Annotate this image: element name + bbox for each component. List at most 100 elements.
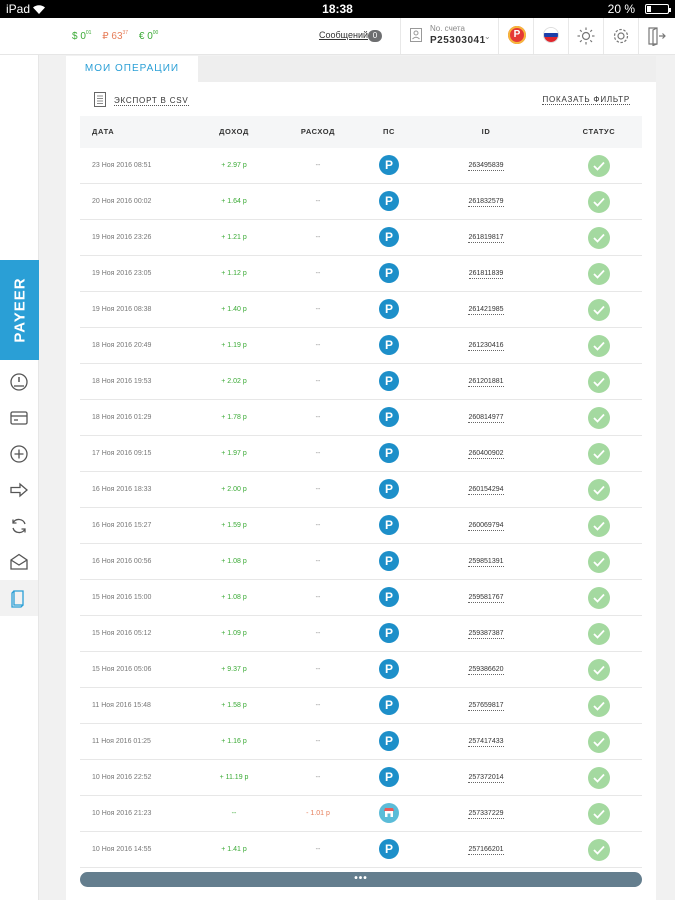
table-row[interactable]: 16 Ноя 2016 15:27 + 1.59 р -- P 260069794 [80, 508, 642, 544]
balance-rub[interactable]: ₽ 6337 [102, 30, 129, 42]
load-more-button[interactable]: ••• [80, 872, 642, 887]
transfer-icon[interactable] [0, 472, 38, 508]
operation-id-link[interactable]: 260400902 [452, 436, 520, 471]
operation-income: + 2.00 р [221, 486, 247, 493]
header-divider [568, 18, 569, 54]
operation-id-link[interactable]: 261201881 [452, 364, 520, 399]
operation-id-link[interactable]: 260154294 [452, 472, 520, 507]
status-success-icon [588, 335, 610, 357]
table-row[interactable]: 11 Ноя 2016 15:48 + 1.58 р -- P 257659817 [80, 688, 642, 724]
operation-id[interactable]: 257372014 [468, 774, 504, 783]
table-row[interactable]: 10 Ноя 2016 22:52 + 11.19 р -- P 257372014 [80, 760, 642, 796]
operation-date: 10 Ноя 2016 14:55 [92, 846, 152, 853]
balance-eur[interactable]: € 000 [138, 30, 159, 42]
operation-id[interactable]: 260814977 [468, 414, 504, 423]
export-csv-label[interactable]: ЭКСПОРТ В CSV [114, 96, 189, 106]
operation-id[interactable]: 261819817 [468, 234, 504, 243]
payeer-coin-icon[interactable]: P [508, 26, 526, 44]
table-row[interactable]: 19 Ноя 2016 23:05 + 1.12 р -- P 261811839 [80, 256, 642, 292]
status-success-icon [588, 407, 610, 429]
status-success-icon [588, 803, 610, 825]
table-row[interactable]: 18 Ноя 2016 19:53 + 2.02 р -- P 261201881 [80, 364, 642, 400]
operation-id-link[interactable]: 259386620 [452, 652, 520, 687]
chevron-down-icon[interactable]: ⌄ [484, 32, 491, 41]
operation-id-link[interactable]: 257372014 [452, 760, 520, 795]
operation-id-link[interactable]: 257337229 [452, 796, 520, 831]
operation-id[interactable]: 261811839 [468, 270, 504, 279]
table-row[interactable]: 16 Ноя 2016 18:33 + 2.00 р -- P 260154294 [80, 472, 642, 508]
operation-id-link[interactable]: 261819817 [452, 220, 520, 255]
operation-id-link[interactable]: 257417433 [452, 724, 520, 759]
table-row[interactable]: 18 Ноя 2016 01:29 + 1.78 р -- P 260814977 [80, 400, 642, 436]
balance-usd[interactable]: $ 001 [72, 30, 92, 42]
operation-id[interactable]: 261201881 [468, 378, 504, 387]
operation-id[interactable]: 261832579 [468, 198, 504, 207]
operation-id[interactable]: 261230416 [468, 342, 504, 351]
mail-icon[interactable] [0, 544, 38, 580]
exchange-icon[interactable] [0, 508, 38, 544]
operation-id[interactable]: 259851391 [468, 558, 504, 567]
balances[interactable]: $ 001 ₽ 6337 € 000 [72, 30, 166, 42]
brightness-icon[interactable] [576, 26, 596, 46]
operation-id-link[interactable]: 261811839 [452, 256, 520, 291]
table-body: 23 Ноя 2016 08:51 + 2.97 р -- P 263495839 20 … [80, 148, 642, 868]
operation-date: 17 Ноя 2016 09:15 [92, 450, 152, 457]
operation-income: + 1.97 р [221, 450, 247, 457]
dashboard-icon[interactable] [0, 364, 38, 400]
payeer-logo[interactable]: PAYEER [0, 260, 39, 360]
operation-expense: -- [315, 378, 321, 385]
operation-date: 18 Ноя 2016 20:49 [92, 342, 152, 349]
show-filter-link[interactable]: ПОКАЗАТЬ ФИЛЬТР [542, 95, 630, 105]
header-divider [603, 18, 604, 54]
table-row[interactable]: 16 Ноя 2016 00:56 + 1.08 р -- P 259851391 [80, 544, 642, 580]
history-icon[interactable] [0, 580, 38, 616]
operation-income: + 1.21 р [221, 234, 247, 241]
operation-id-link[interactable]: 260069794 [452, 508, 520, 543]
table-row[interactable]: 15 Ноя 2016 05:06 + 9.37 р -- P 259386620 [80, 652, 642, 688]
operation-id-link[interactable]: 259581767 [452, 580, 520, 615]
operation-id[interactable]: 260069794 [468, 522, 504, 531]
table-row[interactable]: 10 Ноя 2016 21:23 -- - 1.01 р 257337229 [80, 796, 642, 832]
table-row[interactable]: 23 Ноя 2016 08:51 + 2.97 р -- P 263495839 [80, 148, 642, 184]
account-number[interactable]: P25303041 [430, 35, 486, 46]
language-flag-icon[interactable] [543, 27, 559, 43]
table-row[interactable]: 17 Ноя 2016 09:15 + 1.97 р -- P 260400902 [80, 436, 642, 472]
operation-expense: -- [315, 270, 321, 277]
operation-id[interactable]: 257659817 [468, 702, 504, 711]
operation-id[interactable]: 257417433 [468, 738, 504, 747]
logout-icon[interactable] [646, 26, 666, 46]
payeer-ps-icon: P [379, 587, 399, 607]
operation-id-link[interactable]: 259851391 [452, 544, 520, 579]
operation-id[interactable]: 257166201 [468, 846, 504, 855]
add-funds-icon[interactable] [0, 436, 38, 472]
operation-id-link[interactable]: 260814977 [452, 400, 520, 435]
operation-id-link[interactable]: 261421985 [452, 292, 520, 327]
operation-id-link[interactable]: 257659817 [452, 688, 520, 723]
operation-id-link[interactable]: 263495839 [452, 148, 520, 183]
table-row[interactable]: 19 Ноя 2016 23:26 + 1.21 р -- P 261819817 [80, 220, 642, 256]
operation-id[interactable]: 259386620 [468, 666, 504, 675]
operation-id[interactable]: 260400902 [468, 450, 504, 459]
table-row[interactable]: 15 Ноя 2016 15:00 + 1.08 р -- P 259581767 [80, 580, 642, 616]
tab-my-operations[interactable]: МОИ ОПЕРАЦИИ [66, 56, 198, 82]
operation-id[interactable]: 259581767 [468, 594, 504, 603]
table-row[interactable]: 15 Ноя 2016 05:12 + 1.09 р -- P 259387387 [80, 616, 642, 652]
operation-id-link[interactable]: 261832579 [452, 184, 520, 219]
table-row[interactable]: 18 Ноя 2016 20:49 + 1.19 р -- P 261230416 [80, 328, 642, 364]
operation-id[interactable]: 257337229 [468, 810, 504, 819]
operation-id[interactable]: 263495839 [468, 162, 504, 171]
table-row[interactable]: 19 Ноя 2016 08:38 + 1.40 р -- P 261421985 [80, 292, 642, 328]
messages-link[interactable]: Сообщений [319, 30, 368, 40]
table-row[interactable]: 20 Ноя 2016 00:02 + 1.64 р -- P 261832579 [80, 184, 642, 220]
operation-id-link[interactable]: 257166201 [452, 832, 520, 867]
operation-income: + 1.58 р [221, 702, 247, 709]
gear-icon[interactable] [611, 26, 631, 46]
table-row[interactable]: 10 Ноя 2016 14:55 + 1.41 р -- P 257166201 [80, 832, 642, 868]
operation-id-link[interactable]: 261230416 [452, 328, 520, 363]
operation-id-link[interactable]: 259387387 [452, 616, 520, 651]
operation-id[interactable]: 260154294 [468, 486, 504, 495]
operation-id[interactable]: 261421985 [468, 306, 504, 315]
operation-id[interactable]: 259387387 [468, 630, 504, 639]
table-row[interactable]: 11 Ноя 2016 01:25 + 1.16 р -- P 257417433 [80, 724, 642, 760]
wallet-icon[interactable] [0, 400, 38, 436]
